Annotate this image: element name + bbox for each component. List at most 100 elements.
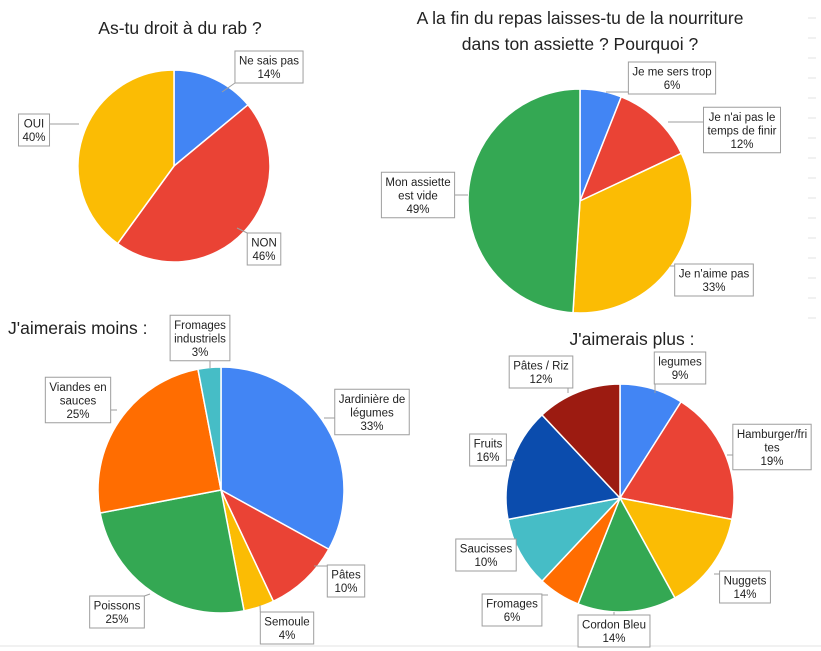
chart-title: A la fin du repas laisses-tu de la nourr…: [417, 8, 744, 28]
pie-slice: [618, 400, 735, 521]
chart-title: J'aimerais moins :: [8, 318, 148, 338]
slice-label: Cordon Bleu: [582, 620, 646, 632]
pie-chart-1: As-tu droit à du rab ?Ne sais pas14%NON4…: [17, 18, 304, 266]
pie-slices: [505, 383, 735, 613]
slice-percent-label: 10%: [474, 557, 497, 569]
pie-chart-2: A la fin du repas laisses-tu de la nourr…: [380, 8, 782, 314]
slice-percent-label: 46%: [252, 251, 275, 263]
pie-slice: [572, 152, 693, 314]
pie-slice: [507, 496, 623, 583]
callout-box: [334, 388, 410, 436]
slice-percent-label: 33%: [702, 282, 725, 294]
slice-label: Pâtes / Riz: [513, 361, 569, 373]
pie-slice: [467, 88, 581, 314]
pie-slice: [197, 366, 222, 491]
callout-box: [234, 50, 304, 84]
slice-label: Je me sers trop: [632, 67, 711, 79]
callout-box: [259, 611, 315, 645]
slice-percent-label: 40%: [22, 132, 45, 144]
slice-percent-label: 33%: [360, 421, 383, 433]
callout-leader-line: [144, 593, 151, 597]
slice-label: temps de finir: [707, 125, 776, 137]
chart-title: dans ton assiette ? Pourquoi ?: [462, 34, 699, 54]
slice-percent-label: 14%: [257, 69, 280, 81]
slice-label: Mon assiette: [385, 177, 450, 189]
pie-slices: [97, 366, 345, 614]
slice-percent-label: 10%: [334, 583, 357, 595]
slice-percent-label: 3%: [192, 347, 209, 359]
callout-box: [89, 595, 145, 629]
slice-percent-label: 6%: [664, 80, 681, 92]
callout-box: [17, 113, 51, 147]
pie-slice: [173, 69, 250, 168]
slice-percent-label: 12%: [529, 374, 552, 386]
slice-label: Jardinière de: [339, 394, 405, 406]
slice-label: Fromages: [174, 320, 226, 332]
slice-percent-label: 9%: [672, 370, 689, 382]
pie-slices: [77, 69, 271, 263]
callout-leader-line: [236, 227, 248, 234]
pie-chart-4: J'aimerais plus :legumes9%Hamburger/frit…: [455, 329, 812, 648]
callout-box: [246, 232, 282, 266]
slice-label: Hamburger/fri: [737, 429, 807, 441]
pie-slice: [578, 95, 683, 203]
callout-box: [481, 593, 543, 627]
callout-box: [653, 351, 707, 385]
callout-box: [627, 61, 717, 95]
slice-label: Saucisses: [460, 544, 513, 556]
callout-box: [44, 376, 112, 424]
slice-label: Fromages: [486, 599, 538, 611]
slice-percent-label: 14%: [733, 589, 756, 601]
pie-slice: [97, 368, 222, 514]
pie-slice: [540, 383, 621, 500]
slice-percent-label: 25%: [105, 614, 128, 626]
slice-label: Poissons: [94, 601, 141, 613]
slice-label: Semoule: [264, 617, 309, 629]
slice-label: OUI: [24, 119, 44, 131]
slice-label: légumes: [350, 407, 394, 419]
pie-slice: [220, 366, 345, 551]
callout-box: [326, 564, 366, 598]
slice-label: sauces: [60, 395, 97, 407]
slice-label: Viandes en: [49, 382, 106, 394]
slice-label: NON: [251, 238, 277, 250]
callout-box: [469, 433, 507, 467]
callout-box: [455, 538, 517, 572]
slice-percent-label: 4%: [279, 630, 296, 642]
slice-label: tes: [764, 442, 780, 454]
pie-slice: [577, 496, 676, 613]
pie-slice: [505, 413, 622, 521]
chart-title: J'aimerais plus :: [570, 329, 695, 349]
callout-box: [702, 106, 782, 154]
pie-slice: [77, 69, 175, 245]
slice-label: Ne sais pas: [239, 56, 299, 68]
slice-label: Fruits: [474, 439, 503, 451]
callout-box: [719, 570, 771, 604]
callout-box: [508, 355, 574, 389]
slice-percent-label: 12%: [730, 139, 753, 151]
slice-percent-label: 6%: [504, 612, 521, 624]
slice-label: Nuggets: [724, 576, 767, 588]
callout-leader-line: [221, 82, 236, 93]
pie-slice: [618, 496, 733, 599]
slice-percent-label: 25%: [66, 409, 89, 421]
slice-label: legumes: [658, 357, 702, 369]
slice-percent-label: 49%: [406, 204, 429, 216]
